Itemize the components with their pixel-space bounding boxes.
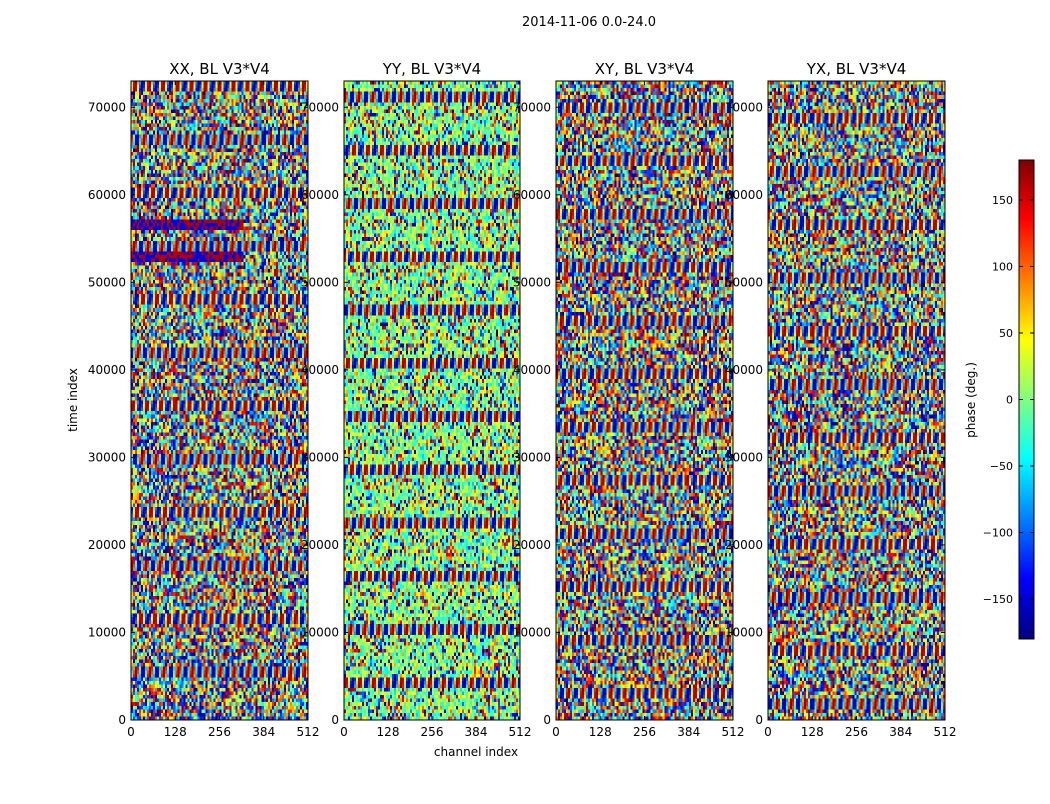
y-tick-label: 10000 bbox=[301, 625, 339, 639]
figure-title: 2014-11-06 0.0-24.0 bbox=[522, 15, 656, 30]
y-tick-label: 20000 bbox=[725, 538, 763, 552]
panel-title: YY, BL V3*V4 bbox=[382, 60, 481, 78]
y-tick-label: 60000 bbox=[301, 188, 339, 202]
colorbar-tick-label: 150 bbox=[992, 194, 1013, 207]
y-tick-label: 30000 bbox=[725, 450, 763, 464]
y-tick-label: 0 bbox=[543, 713, 551, 727]
x-tick-label: 0 bbox=[552, 725, 560, 739]
y-tick-label: 50000 bbox=[725, 275, 763, 289]
y-tick-label: 10000 bbox=[725, 625, 763, 639]
y-tick-label: 30000 bbox=[301, 450, 339, 464]
x-tick-label: 128 bbox=[589, 725, 612, 739]
x-tick-label: 128 bbox=[164, 725, 187, 739]
x-tick-label: 0 bbox=[127, 725, 135, 739]
x-tick-label: 512 bbox=[934, 725, 957, 739]
panel-3: XY, BL V3*V4 0 128 256 384 512 0 10000 20000 3000… bbox=[513, 60, 745, 739]
y-tick-label: 20000 bbox=[301, 538, 339, 552]
phase-heatmap bbox=[768, 81, 945, 720]
colorbar-tick-label: −100 bbox=[983, 527, 1013, 540]
x-tick-label: 256 bbox=[208, 725, 231, 739]
y-tick-label: 40000 bbox=[301, 363, 339, 377]
colorbar-label: phase (deg.) bbox=[964, 362, 978, 438]
x-tick-label: 128 bbox=[377, 725, 400, 739]
y-tick-label: 70000 bbox=[725, 100, 763, 114]
y-tick-label: 10000 bbox=[513, 625, 551, 639]
y-tick-label: 50000 bbox=[301, 275, 339, 289]
y-tick-label: 70000 bbox=[513, 100, 551, 114]
x-tick-label: 256 bbox=[845, 725, 868, 739]
x-tick-label: 512 bbox=[509, 725, 532, 739]
y-tick-label: 40000 bbox=[725, 363, 763, 377]
y-tick-label: 0 bbox=[331, 713, 339, 727]
colorbar-tick-label: 100 bbox=[992, 260, 1013, 273]
y-tick-label: 50000 bbox=[88, 275, 126, 289]
y-tick-label: 60000 bbox=[88, 188, 126, 202]
x-tick-label: 384 bbox=[677, 725, 700, 739]
panel-title: XX, BL V3*V4 bbox=[169, 60, 270, 78]
x-axis-label: channel index bbox=[434, 745, 518, 759]
y-tick-label: 60000 bbox=[725, 188, 763, 202]
y-tick-label: 30000 bbox=[513, 450, 551, 464]
x-tick-label: 512 bbox=[297, 725, 320, 739]
x-tick-label: 384 bbox=[889, 725, 912, 739]
y-tick-label: 0 bbox=[118, 713, 126, 727]
x-tick-label: 256 bbox=[633, 725, 656, 739]
colorbar-tick-label: −150 bbox=[983, 593, 1013, 606]
y-tick-label: 10000 bbox=[88, 625, 126, 639]
colorbar-tick-label: 50 bbox=[999, 327, 1013, 340]
y-tick-label: 20000 bbox=[513, 538, 551, 552]
x-tick-label: 128 bbox=[801, 725, 824, 739]
panel-title: XY, BL V3*V4 bbox=[595, 60, 695, 78]
phase-heatmap bbox=[344, 81, 520, 720]
x-tick-label: 0 bbox=[764, 725, 772, 739]
colorbar: 150 100 50 0 −50 −100 −150 bbox=[983, 159, 1035, 640]
x-tick-label: 512 bbox=[722, 725, 745, 739]
x-tick-label: 384 bbox=[465, 725, 488, 739]
panel-title: YX, BL V3*V4 bbox=[806, 60, 907, 78]
y-tick-label: 60000 bbox=[513, 188, 551, 202]
colorbar-tick-label: −50 bbox=[990, 460, 1013, 473]
y-tick-label: 40000 bbox=[88, 363, 126, 377]
y-tick-label: 40000 bbox=[513, 363, 551, 377]
phase-heatmap bbox=[131, 81, 308, 720]
y-tick-label: 70000 bbox=[88, 100, 126, 114]
x-tick-label: 256 bbox=[421, 725, 444, 739]
colorbar-tick-label: 0 bbox=[1006, 394, 1013, 407]
panel-2: YY, BL V3*V4 0 128 256 384 512 0 10000 20000 3000… bbox=[301, 60, 532, 739]
phase-heatmap bbox=[556, 81, 733, 720]
x-tick-label: 0 bbox=[340, 725, 348, 739]
y-tick-label: 0 bbox=[755, 713, 763, 727]
y-tick-label: 50000 bbox=[513, 275, 551, 289]
panel-1: XX, BL V3*V4 0 128 256 384 512 0 10000 20000 3000… bbox=[88, 60, 320, 739]
panel-4: YX, BL V3*V4 0 128 256 384 512 0 10000 20000 3000… bbox=[725, 60, 957, 739]
x-tick-label: 384 bbox=[252, 725, 275, 739]
y-tick-label: 30000 bbox=[88, 450, 126, 464]
y-axis-label: time index bbox=[66, 368, 80, 432]
y-tick-label: 70000 bbox=[301, 100, 339, 114]
y-tick-label: 20000 bbox=[88, 538, 126, 552]
